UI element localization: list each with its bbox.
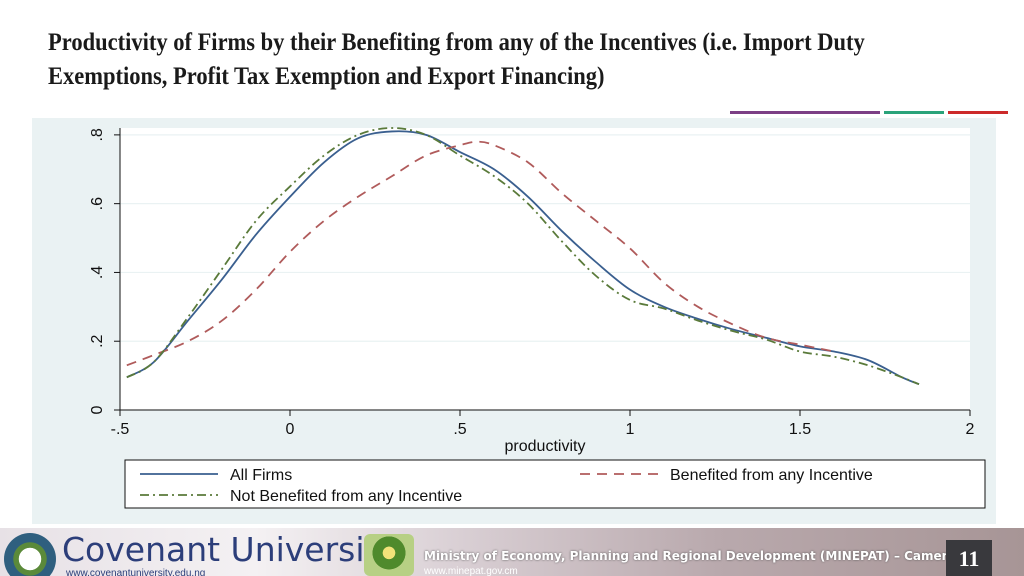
plot-area [120, 128, 970, 410]
ministry-name: Ministry of Economy, Planning and Region… [424, 549, 973, 563]
footer-bar: Covenant University www.covenantuniversi… [0, 528, 1024, 576]
kernel-density-chart: 0 .2 .4 .6 .8 -.5 0 .5 1 1.5 2 productivity All Fi… [89, 127, 986, 509]
legend-label: Not Benefited from any Incentive [230, 488, 462, 505]
x-tick-label: .5 [453, 421, 466, 438]
university-url: www.covenantuniversity.edu.ng [66, 568, 206, 576]
series-line-not-benefited-from-any-incentive [126, 127, 920, 386]
y-tick-label: .8 [89, 128, 106, 141]
accent-line-red [948, 111, 1008, 114]
university-name: Covenant University [62, 530, 398, 569]
y-tick-label: 0 [89, 405, 106, 414]
x-tick-label: -.5 [111, 421, 130, 438]
axes: 0 .2 .4 .6 .8 -.5 0 .5 1 1.5 2 [89, 128, 975, 438]
y-tick-label: .4 [89, 266, 106, 279]
legend-box [124, 459, 986, 509]
x-tick-label: 2 [966, 421, 975, 438]
accent-line-green [884, 111, 944, 114]
legend-label: All Firms [230, 467, 292, 484]
series-lines [126, 127, 920, 386]
y-tick-label: .2 [89, 334, 106, 347]
series-line-benefited-from-any-incentive [126, 140, 835, 367]
legend: All Firms Benefited from any Incentive Not… [124, 459, 986, 509]
x-axis-label: productivity [505, 438, 586, 455]
accent-line-purple [730, 111, 880, 114]
chart-panel: 0 .2 .4 .6 .8 -.5 0 .5 1 1.5 2 productivity All Fi… [32, 118, 996, 524]
university-seal-icon [4, 533, 56, 576]
slide-title: Productivity of Firms by their Benefitin… [48, 29, 865, 90]
page-number-box: 11 [946, 540, 992, 576]
page-number: 11 [958, 546, 980, 571]
y-tick-label: .6 [89, 197, 106, 210]
ministry-emblem-icon [364, 534, 414, 576]
ministry-url: www.minepat.gov.cm [424, 566, 518, 576]
series-line-all-firms [126, 130, 920, 386]
x-tick-label: 1 [626, 421, 635, 438]
x-tick-label: 1.5 [789, 421, 811, 438]
legend-label: Benefited from any Incentive [670, 467, 873, 484]
x-tick-label: 0 [286, 421, 295, 438]
